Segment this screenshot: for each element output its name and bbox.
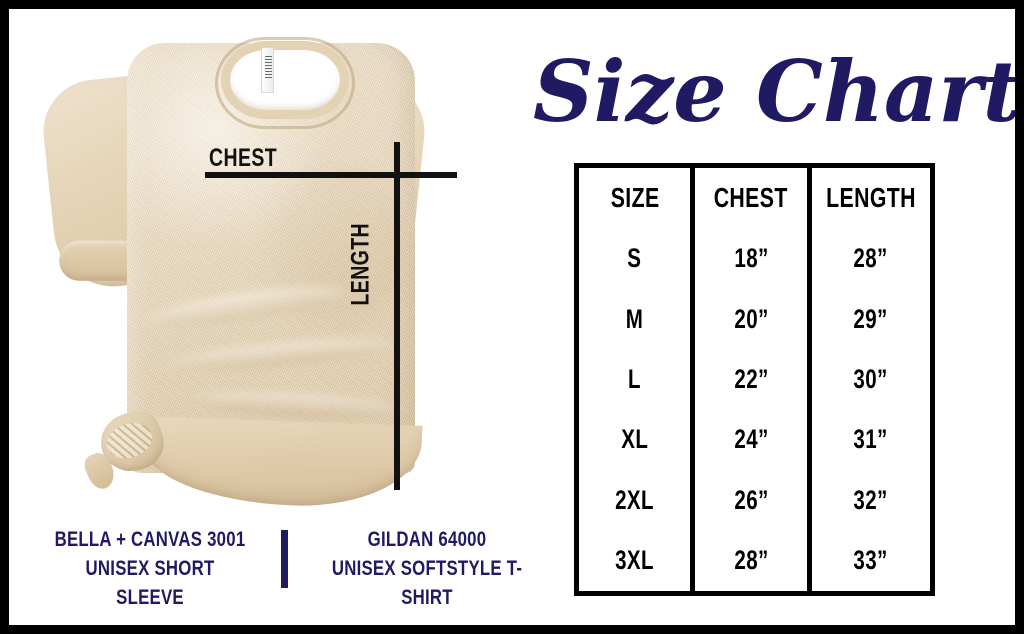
cell-length: 32” [853, 484, 889, 515]
table-row: XL [579, 410, 690, 470]
cell-chest: 20” [734, 303, 769, 334]
table-column-size: SIZE S M L XL 2XL 3XL [579, 168, 690, 591]
fabric-fold [144, 279, 346, 333]
column-header-size: SIZE [579, 168, 690, 228]
cell-size: M [625, 303, 644, 334]
column-header-size-label: SIZE [610, 182, 660, 214]
cell-size: 3XL [615, 545, 655, 576]
cell-size: S [627, 243, 642, 274]
cell-length: 28” [853, 243, 889, 274]
table-row: 18” [695, 228, 806, 288]
length-measure-label: LENGTH [346, 222, 375, 306]
table-row: 24” [695, 410, 806, 470]
table-column-length: LENGTH 28” 29” 30” 31” 32” 33” [806, 168, 930, 591]
caption-gildan: GILDAN 64000 UNISEX SOFTSTYLE T-SHIRT [293, 525, 561, 612]
table-column-chest: CHEST 18” 20” 22” 24” 26” 28” [690, 168, 806, 591]
cell-chest: 24” [734, 424, 769, 455]
chest-measure-line [205, 172, 457, 178]
footer-captions: BELLA + CANVAS 3001 UNISEX SHORT SLEEVE … [25, 525, 545, 609]
table-row: 29” [812, 289, 930, 349]
table-row: 30” [812, 349, 930, 409]
chest-measure-label: CHEST [209, 144, 278, 172]
table-row: 2XL [579, 470, 690, 530]
tshirt-hem [141, 416, 423, 510]
column-header-chest-label: CHEST [714, 182, 789, 214]
column-header-length-label: LENGTH [826, 182, 916, 214]
caption-bella-canvas-line2: UNISEX SHORT SLEEVE [85, 557, 215, 609]
fabric-fold [166, 333, 398, 375]
cell-length: 33” [853, 545, 889, 576]
table-row: 28” [812, 228, 930, 288]
footer-divider [281, 530, 288, 588]
table-row: M [579, 289, 690, 349]
tshirt-illustration: CHEST LENGTH [38, 21, 519, 516]
cell-chest: 22” [734, 363, 769, 394]
caption-gildan-line1: GILDAN 64000 [367, 528, 487, 551]
table-row: 20” [695, 289, 806, 349]
size-table: SIZE S M L XL 2XL 3XL CHEST 18” 20” 22” … [574, 163, 935, 596]
fabric-fold [186, 387, 403, 423]
page-title-text: Size Chart [533, 42, 1015, 141]
caption-gildan-line2: UNISEX SOFTSTYLE T-SHIRT [331, 557, 523, 609]
length-measure-line [394, 142, 400, 490]
table-row: L [579, 349, 690, 409]
table-row: 33” [812, 531, 930, 591]
cell-length: 30” [853, 363, 889, 394]
column-header-chest: CHEST [695, 168, 806, 228]
fabric-fold [277, 163, 397, 323]
cell-length: 31” [853, 424, 889, 455]
cell-size: 2XL [615, 484, 655, 515]
chart-canvas: CHEST LENGTH Size Chart SIZE S M L XL 2X… [9, 9, 1015, 625]
cell-size: XL [621, 424, 649, 455]
brand-label-tag [261, 47, 274, 93]
cell-length: 29” [853, 303, 889, 334]
table-row: 3XL [579, 531, 690, 591]
column-header-length: LENGTH [812, 168, 930, 228]
caption-bella-canvas: BELLA + CANVAS 3001 UNISEX SHORT SLEEVE [25, 525, 275, 612]
tshirt-collar [221, 41, 349, 119]
table-row: 26” [695, 470, 806, 530]
table-row: 28” [695, 531, 806, 591]
cell-chest: 26” [734, 484, 769, 515]
table-row: 32” [812, 470, 930, 530]
cell-size: L [628, 363, 642, 394]
cell-chest: 28” [734, 545, 769, 576]
table-row: 31” [812, 410, 930, 470]
table-row: S [579, 228, 690, 288]
caption-bella-canvas-line1: BELLA + CANVAS 3001 [54, 528, 246, 551]
page-title: Size Chart [525, 35, 1015, 155]
cell-chest: 18” [734, 243, 769, 274]
table-row: 22” [695, 349, 806, 409]
